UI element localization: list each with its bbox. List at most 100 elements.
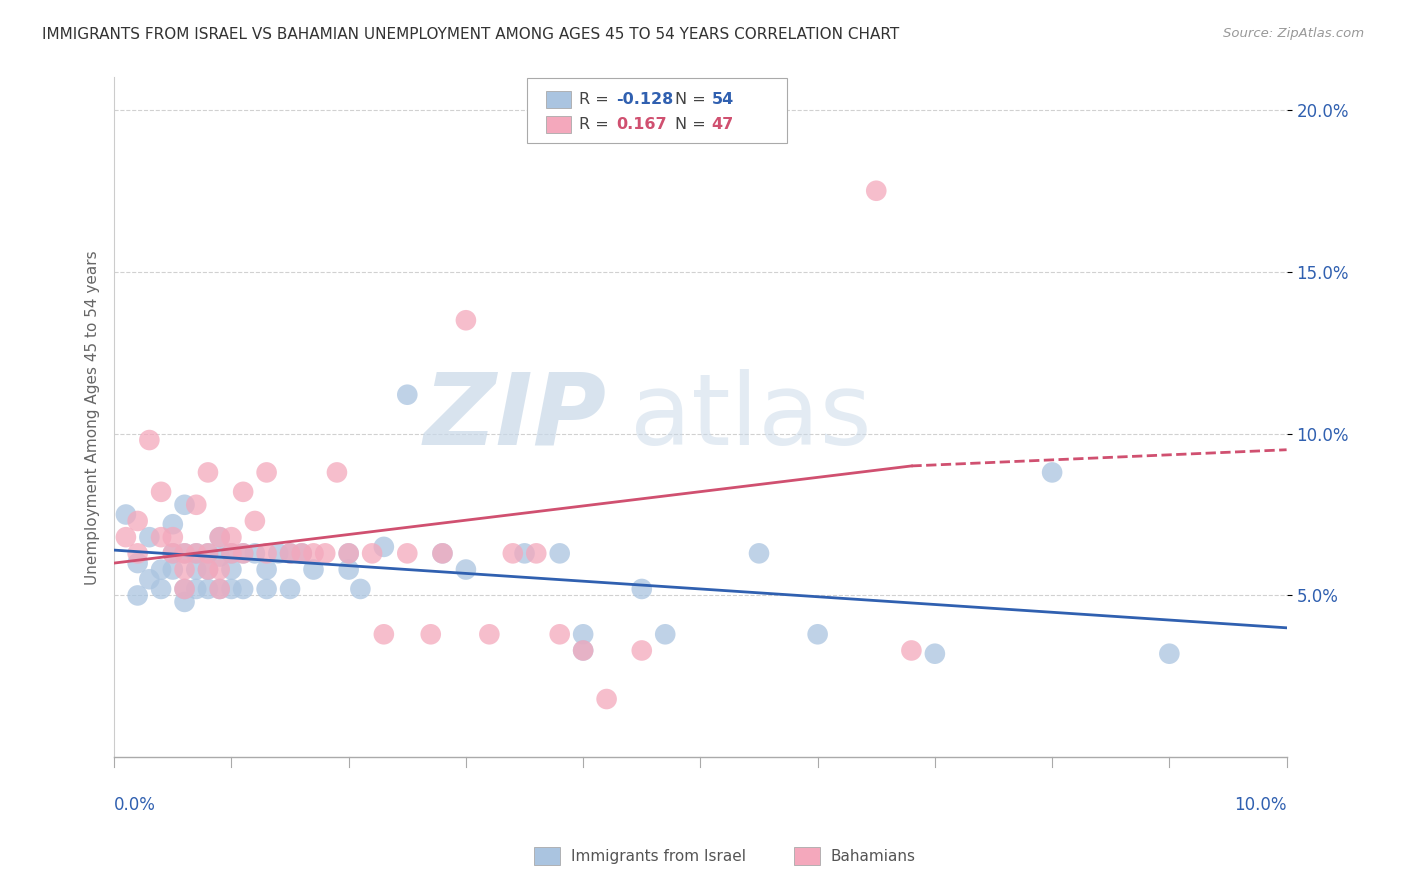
Point: [173, 582, 195, 596]
Point: [572, 643, 595, 657]
Text: 0.0%: 0.0%: [114, 797, 156, 814]
Text: N =: N =: [675, 92, 711, 107]
Point: [302, 546, 325, 560]
Point: [221, 546, 243, 560]
Point: [654, 627, 676, 641]
Point: [221, 546, 243, 560]
Point: [173, 546, 195, 560]
Point: [186, 582, 208, 596]
Point: [197, 546, 219, 560]
Point: [221, 582, 243, 596]
Point: [900, 643, 922, 657]
Text: IMMIGRANTS FROM ISRAEL VS BAHAMIAN UNEMPLOYMENT AMONG AGES 45 TO 54 YEARS CORREL: IMMIGRANTS FROM ISRAEL VS BAHAMIAN UNEMP…: [42, 27, 900, 42]
Text: 54: 54: [711, 92, 734, 107]
Point: [572, 627, 595, 641]
Point: [162, 546, 184, 560]
Point: [924, 647, 946, 661]
Point: [502, 546, 524, 560]
Point: [419, 627, 441, 641]
Point: [197, 562, 219, 576]
Point: [162, 517, 184, 532]
Point: [186, 546, 208, 560]
Point: [138, 530, 160, 544]
Point: [278, 582, 301, 596]
Point: [208, 582, 231, 596]
Point: [243, 514, 266, 528]
Point: [232, 546, 254, 560]
Text: atlas: atlas: [630, 369, 872, 466]
Point: [278, 546, 301, 560]
Point: [173, 498, 195, 512]
Point: [595, 692, 617, 706]
Text: 10.0%: 10.0%: [1234, 797, 1286, 814]
Text: R =: R =: [579, 92, 614, 107]
Point: [432, 546, 454, 560]
Point: [256, 562, 278, 576]
Point: [326, 466, 349, 480]
Point: [1159, 647, 1181, 661]
Point: [150, 562, 173, 576]
Text: R =: R =: [579, 117, 614, 132]
Point: [865, 184, 887, 198]
Point: [232, 582, 254, 596]
Point: [115, 530, 138, 544]
Point: [127, 589, 149, 603]
Point: [572, 643, 595, 657]
Point: [127, 546, 149, 560]
Point: [208, 530, 231, 544]
Point: [361, 546, 384, 560]
Point: [208, 582, 231, 596]
Point: [454, 313, 477, 327]
Point: [256, 466, 278, 480]
Point: [197, 546, 219, 560]
Point: [197, 466, 219, 480]
Point: [138, 572, 160, 586]
Point: [256, 546, 278, 560]
Point: [302, 562, 325, 576]
Point: [432, 546, 454, 560]
Point: [337, 546, 360, 560]
Point: [208, 562, 231, 576]
Point: [278, 546, 301, 560]
Point: [186, 546, 208, 560]
Text: Immigrants from Israel: Immigrants from Israel: [571, 849, 745, 863]
Point: [267, 546, 290, 560]
Point: [337, 546, 360, 560]
Point: [162, 546, 184, 560]
Point: [173, 595, 195, 609]
Point: [115, 508, 138, 522]
Point: [630, 582, 652, 596]
Point: [221, 530, 243, 544]
Point: [373, 540, 395, 554]
Point: [454, 562, 477, 576]
Point: [524, 546, 547, 560]
Text: -0.128: -0.128: [616, 92, 673, 107]
Text: ZIP: ZIP: [423, 369, 606, 466]
Point: [630, 643, 652, 657]
Point: [150, 530, 173, 544]
Text: 47: 47: [711, 117, 734, 132]
Point: [373, 627, 395, 641]
Point: [127, 514, 149, 528]
Point: [197, 562, 219, 576]
Text: 0.167: 0.167: [616, 117, 666, 132]
Point: [807, 627, 830, 641]
Point: [337, 562, 360, 576]
Point: [256, 582, 278, 596]
Point: [162, 530, 184, 544]
Point: [349, 582, 371, 596]
Y-axis label: Unemployment Among Ages 45 to 54 years: Unemployment Among Ages 45 to 54 years: [86, 250, 100, 584]
Point: [162, 562, 184, 576]
Point: [314, 546, 336, 560]
Point: [150, 582, 173, 596]
Point: [243, 546, 266, 560]
Point: [127, 556, 149, 570]
Point: [548, 627, 571, 641]
Point: [548, 546, 571, 560]
Point: [186, 498, 208, 512]
Text: Source: ZipAtlas.com: Source: ZipAtlas.com: [1223, 27, 1364, 40]
Point: [1040, 466, 1063, 480]
Point: [396, 546, 419, 560]
Point: [396, 388, 419, 402]
Point: [232, 484, 254, 499]
